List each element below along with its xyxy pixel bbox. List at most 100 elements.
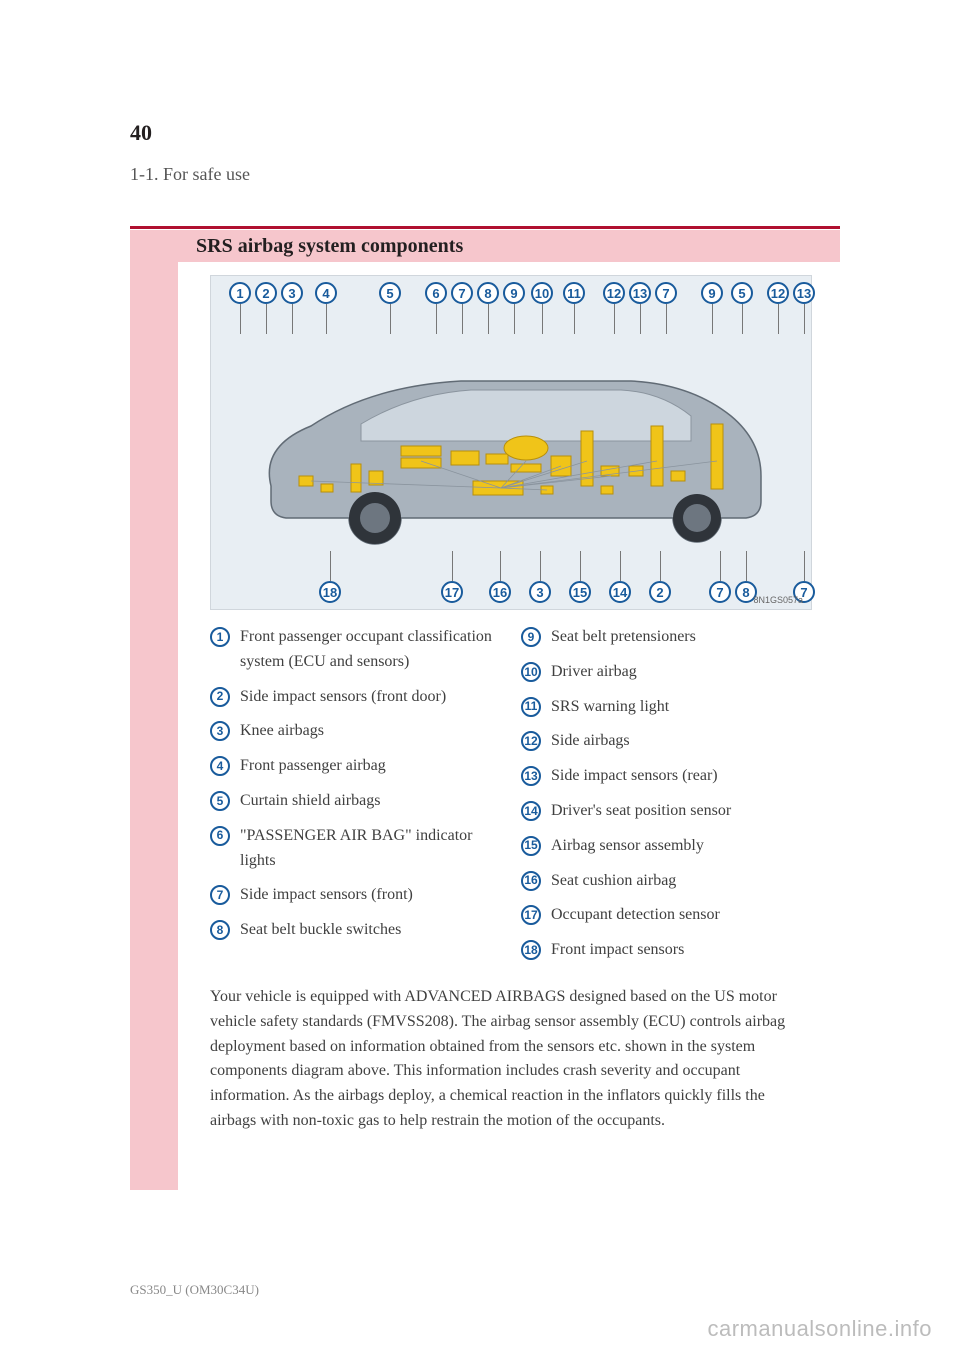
- figure-callout-line: [804, 304, 805, 334]
- component-label: Airbag sensor assembly: [551, 834, 812, 859]
- component-number: 4: [210, 756, 230, 776]
- component-label: Curtain shield airbags: [240, 789, 501, 814]
- figure-callout-number: 2: [255, 282, 277, 304]
- figure-callout-number: 18: [319, 581, 341, 603]
- component-number: 5: [210, 791, 230, 811]
- component-number: 3: [210, 721, 230, 741]
- component-number: 6: [210, 826, 230, 846]
- figure-callout-number: 5: [731, 282, 753, 304]
- component-item: 4 Front passenger airbag: [210, 754, 501, 779]
- component-number: 14: [521, 801, 541, 821]
- section-title-bar: SRS airbag system components: [178, 230, 840, 262]
- figure-callout-line: [746, 551, 747, 581]
- figure-callout-number: 9: [503, 282, 525, 304]
- figure-callout-line: [580, 551, 581, 581]
- component-item: 18 Front impact sensors: [521, 938, 812, 963]
- figure-callout-line: [462, 304, 463, 334]
- component-label: Side airbags: [551, 729, 812, 754]
- component-item: 3Knee airbags: [210, 719, 501, 744]
- figure-callout-number: 15: [569, 581, 591, 603]
- component-label: Side impact sensors (rear): [551, 764, 812, 789]
- figure-callout-line: [266, 304, 267, 334]
- section-divider: [130, 226, 840, 229]
- figure-callout-line: [326, 304, 327, 334]
- component-label: "PASSENGER AIR BAG" indicator lights: [240, 824, 501, 874]
- figure-callout-number: 17: [441, 581, 463, 603]
- figure-callout-number: 16: [489, 581, 511, 603]
- figure-callout-line: [452, 551, 453, 581]
- footer-line: GS350_U (OM30C34U): [130, 1282, 259, 1298]
- airbag-components-figure: 123456789101112137951213 181716315142787…: [210, 275, 812, 610]
- component-item: 8 Seat belt buckle switches: [210, 918, 501, 943]
- component-number: 7: [210, 885, 230, 905]
- figure-callout-number: 11: [563, 282, 585, 304]
- figure-callout-number: 2: [649, 581, 671, 603]
- figure-callout-line: [660, 551, 661, 581]
- component-number: 10: [521, 662, 541, 682]
- figure-callout-line: [712, 304, 713, 334]
- figure-callout-number: 9: [701, 282, 723, 304]
- component-number: 8: [210, 920, 230, 940]
- figure-callout-number: 10: [531, 282, 553, 304]
- figure-callouts-top: 123456789101112137951213: [211, 282, 813, 304]
- component-number: 16: [521, 871, 541, 891]
- watermark: carmanualsonline.info: [707, 1316, 932, 1342]
- component-number: 15: [521, 836, 541, 856]
- component-label: Side impact sensors (front): [240, 883, 501, 908]
- component-list: 1 Front passenger occupant classification…: [210, 625, 812, 973]
- figure-callout-number: 12: [767, 282, 789, 304]
- car-illustration: [251, 346, 771, 556]
- component-list-left: 1 Front passenger occupant classification…: [210, 625, 501, 973]
- figure-callout-number: 12: [603, 282, 625, 304]
- component-item: 1 Front passenger occupant classification…: [210, 625, 501, 675]
- component-number: 17: [521, 905, 541, 925]
- figure-callout-line: [436, 304, 437, 334]
- figure-callout-number: 13: [793, 282, 815, 304]
- figure-callout-line: [574, 304, 575, 334]
- component-label: Driver's seat position sensor: [551, 799, 812, 824]
- component-label: SRS warning light: [551, 695, 812, 720]
- body-paragraph: Your vehicle is equipped with ADVANCED A…: [210, 985, 812, 1134]
- figure-callout-number: 5: [379, 282, 401, 304]
- component-label: Front impact sensors: [551, 938, 812, 963]
- page-header: 40 1-1. For safe use: [130, 120, 840, 185]
- component-number: 2: [210, 687, 230, 707]
- figure-callout-number: 1: [229, 282, 251, 304]
- component-label: Front passenger airbag: [240, 754, 501, 779]
- component-number: 18: [521, 940, 541, 960]
- component-item: 9Seat belt pretensioners: [521, 625, 812, 650]
- component-label: Seat belt buckle switches: [240, 918, 501, 943]
- figure-callout-line: [390, 304, 391, 334]
- component-number: 1: [210, 627, 230, 647]
- figure-callout-number: 7: [655, 282, 677, 304]
- component-list-right: 9Seat belt pretensioners 10 Driver airbag 1…: [521, 625, 812, 973]
- component-item: 13 Side impact sensors (rear): [521, 764, 812, 789]
- figure-callout-line: [488, 304, 489, 334]
- figure-callout-line: [640, 304, 641, 334]
- figure-callout-line: [500, 551, 501, 581]
- component-number: 12: [521, 731, 541, 751]
- section-title: SRS airbag system components: [196, 235, 463, 258]
- page-number: 40: [130, 120, 840, 146]
- component-label: Seat belt pretensioners: [551, 625, 812, 650]
- section-sidebar: [130, 230, 178, 1190]
- figure-callout-number: 13: [629, 282, 651, 304]
- figure-id-label: 8N1GS057a: [753, 595, 803, 605]
- figure-callout-number: 7: [709, 581, 731, 603]
- figure-callout-line: [614, 304, 615, 334]
- component-number: 13: [521, 766, 541, 786]
- component-item: 17Occupant detection sensor: [521, 903, 812, 928]
- figure-callout-line: [720, 551, 721, 581]
- component-label: Driver airbag: [551, 660, 812, 685]
- figure-callout-line: [804, 551, 805, 581]
- component-item: 12 Side airbags: [521, 729, 812, 754]
- figure-callout-number: 3: [281, 282, 303, 304]
- figure-callout-line: [330, 551, 331, 581]
- figure-callout-line: [742, 304, 743, 334]
- figure-callouts-bottom: 181716315142787: [211, 581, 813, 603]
- figure-callout-number: 14: [609, 581, 631, 603]
- component-label: Front passenger occupant classification …: [240, 625, 501, 675]
- component-item: 5 Curtain shield airbags: [210, 789, 501, 814]
- component-item: 11SRS warning light: [521, 695, 812, 720]
- figure-callout-line: [540, 551, 541, 581]
